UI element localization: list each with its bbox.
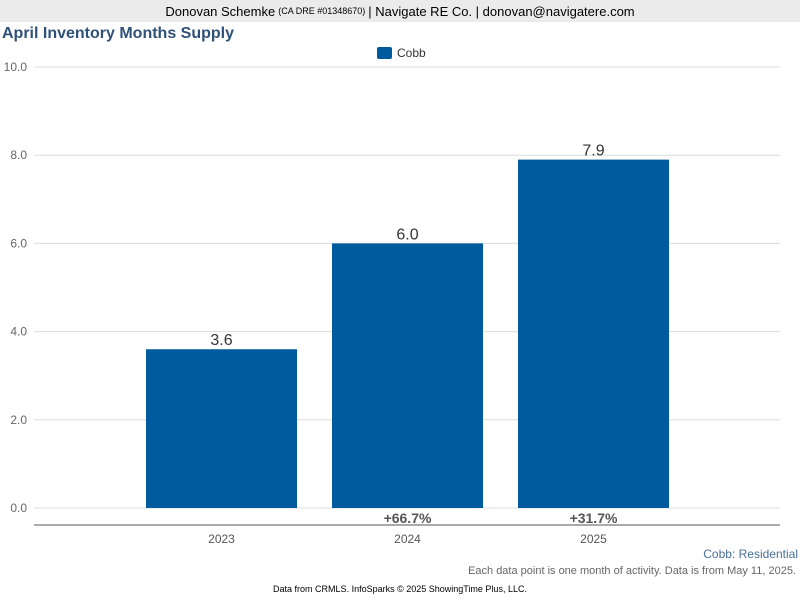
value-label-2025: 7.9	[582, 143, 604, 160]
agent-header-bar: Donovan Schemke (CA DRE #01348670) | Nav…	[0, 0, 800, 22]
y-tick-label: 8.0	[10, 148, 27, 162]
legend[interactable]: Cobb	[377, 46, 426, 60]
value-label-2023: 3.6	[210, 332, 232, 349]
value-labels: 3.6 6.0 +66.7% 7.9 +31.7%	[210, 143, 618, 526]
agent-name: Donovan Schemke	[165, 3, 276, 19]
y-tick-label: 4.0	[10, 325, 27, 339]
x-tick-label-2023: 2023	[208, 532, 235, 546]
y-tick-label: 0.0	[10, 501, 27, 515]
bar-2023[interactable]	[146, 349, 297, 508]
value-label-2024: 6.0	[396, 226, 418, 243]
y-tick-label: 2.0	[10, 413, 27, 427]
data-credit: Data from CRMLS. InfoSparks © 2025 Showi…	[273, 584, 527, 594]
agent-license: (CA DRE #01348670)	[278, 6, 366, 16]
x-tick-label-2024: 2024	[394, 532, 421, 546]
agent-company-contact: | Navigate RE Co. | donovan@navigatere.c…	[368, 3, 635, 19]
change-label-2024: +66.7%	[384, 510, 432, 526]
x-tick-label-2025: 2025	[580, 532, 607, 546]
y-tick-label: 10.0	[4, 60, 28, 74]
source-label[interactable]: Cobb: Residential	[703, 547, 798, 561]
bar-2025[interactable]	[518, 159, 669, 509]
chart-title: April Inventory Months Supply	[2, 25, 235, 42]
bar-2024[interactable]	[332, 243, 483, 508]
x-axis-ticks: 2023 2024 2025	[208, 532, 607, 546]
legend-label-cobb: Cobb	[397, 46, 426, 60]
footnote: Each data point is one month of activity…	[468, 565, 796, 577]
y-tick-label: 6.0	[10, 236, 27, 250]
bars	[146, 159, 669, 509]
legend-swatch-cobb	[377, 47, 392, 59]
y-axis-ticks: 0.0 2.0 4.0 6.0 8.0 10.0	[4, 60, 28, 515]
change-label-2025: +31.7%	[570, 510, 618, 526]
